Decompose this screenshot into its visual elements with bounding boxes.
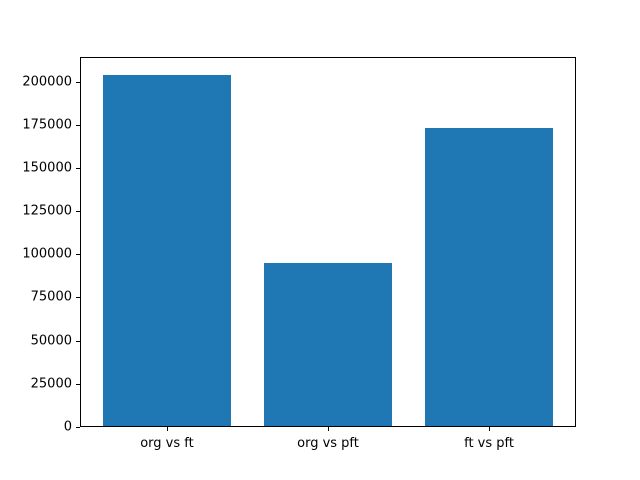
y-tick-label: 150000	[22, 160, 72, 176]
y-tick-mark	[76, 167, 80, 169]
y-tick-mark	[76, 124, 80, 126]
x-tick-label: ft vs pft	[464, 436, 514, 451]
plot-area	[80, 57, 576, 427]
y-tick-label: 25000	[30, 376, 72, 392]
x-tick-label: org vs pft	[297, 436, 359, 451]
y-tick-mark	[76, 81, 80, 83]
bar-org-vs-pft	[263, 262, 393, 427]
y-tick-mark	[76, 340, 80, 342]
x-tick-label: org vs ft	[140, 436, 194, 451]
x-tick-mark	[328, 427, 329, 431]
x-tick-mark	[166, 427, 168, 431]
y-tick-label: 200000	[22, 74, 72, 90]
y-tick-label: 100000	[22, 246, 72, 262]
y-tick-label: 0	[63, 419, 72, 435]
y-tick-label: 50000	[30, 333, 72, 349]
y-tick-mark	[76, 211, 80, 213]
y-tick-mark	[76, 383, 80, 385]
bar-ft-vs-pft	[424, 128, 554, 427]
y-tick-mark	[76, 297, 80, 299]
y-tick-label: 125000	[22, 203, 72, 219]
y-tick-mark	[76, 427, 80, 428]
x-tick-mark	[489, 427, 491, 431]
bar-org-vs-ft	[102, 74, 232, 427]
y-tick-label: 175000	[22, 117, 72, 133]
y-tick-mark	[76, 254, 80, 256]
y-tick-label: 75000	[30, 289, 72, 305]
